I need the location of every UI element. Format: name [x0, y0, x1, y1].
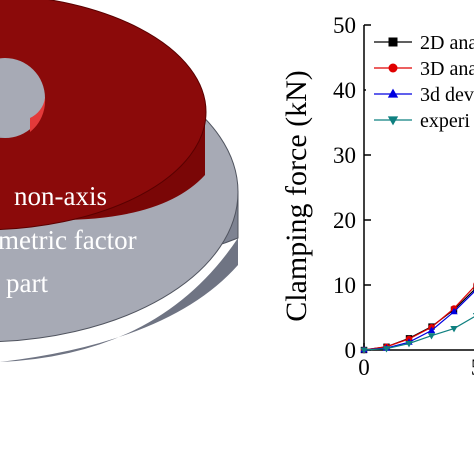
- legend-entry: 2D ana: [374, 32, 474, 54]
- series-2: [360, 290, 474, 353]
- annotation-non-axis: non-axis: [14, 181, 107, 211]
- y-tick-label: 0: [345, 338, 357, 363]
- plot-area: [360, 282, 474, 354]
- chart-panel: Clamping force (kN) 0 10 20 30 40 50 0 5 2D an…: [280, 13, 474, 380]
- y-tick-label: 30: [333, 143, 356, 168]
- series-1: [360, 282, 474, 354]
- legend-entry: 3d dev: [374, 84, 474, 106]
- legend-marker: [387, 88, 399, 98]
- series-line: [363, 286, 474, 351]
- annotation-part: part: [6, 268, 48, 298]
- legend-marker: [388, 63, 398, 73]
- legend: 2D ana 3D ana 3d dev experi: [366, 28, 474, 154]
- y-tick-label: 50: [333, 13, 356, 38]
- x-tick-label: 0: [358, 355, 370, 380]
- legend-marker: [387, 116, 399, 126]
- legend-box: [366, 28, 474, 154]
- annotation-metric-factor: metric factor: [0, 225, 137, 255]
- legend-entry: 3D ana: [374, 58, 474, 80]
- data-point: [450, 325, 458, 333]
- y-axis-label: Clamping force (kN): [280, 70, 313, 322]
- center-hole-rim: [30, 98, 46, 132]
- legend-label: 3d dev: [420, 84, 474, 106]
- legend-label: experi: [420, 110, 470, 132]
- legend-label: 3D ana: [420, 58, 474, 80]
- red-disk-top: [0, 0, 207, 231]
- chart-axes: [363, 25, 474, 351]
- x-tick-label: 5: [471, 355, 474, 380]
- data-point: [450, 307, 458, 315]
- series-3: [360, 312, 474, 354]
- y-tick-label: 20: [333, 208, 356, 233]
- disk-illustration: non-axis metric factor part: [0, 0, 239, 362]
- data-point: [405, 340, 413, 348]
- series-line: [363, 316, 474, 351]
- y-ticks: 0 10 20 30 40 50: [333, 13, 371, 363]
- data-point: [427, 333, 436, 340]
- legend-entry: experi: [374, 110, 470, 132]
- series-0: [360, 284, 474, 354]
- legend-label: 2D ana: [420, 32, 474, 54]
- series-line: [363, 291, 474, 351]
- data-point: [360, 347, 368, 354]
- data-point: [382, 346, 391, 353]
- y-tick-label: 40: [333, 78, 356, 103]
- data-point: [427, 326, 436, 334]
- legend-marker: [388, 37, 398, 47]
- y-tick-label: 10: [333, 273, 356, 298]
- base-plate-side-lower: [0, 238, 238, 362]
